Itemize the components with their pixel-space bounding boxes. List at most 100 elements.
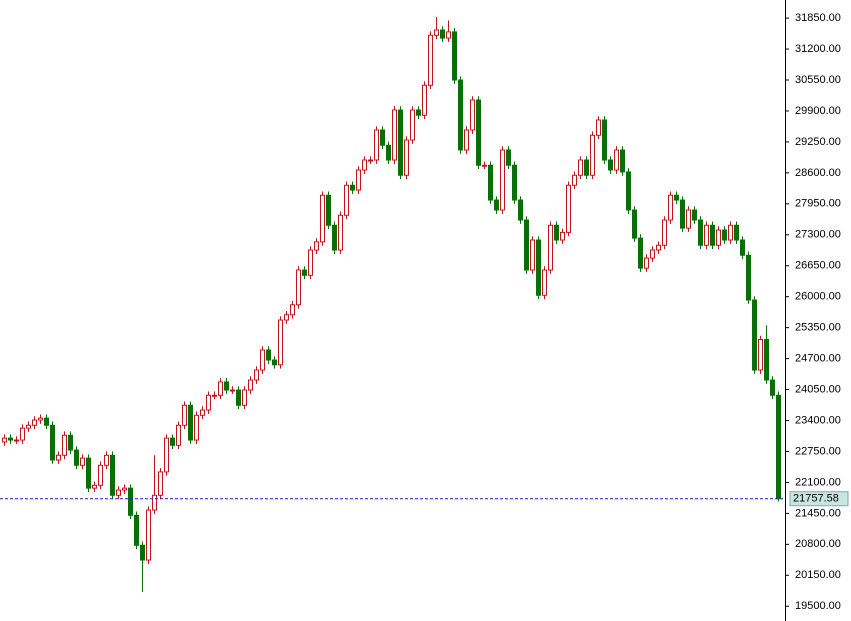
candle-body xyxy=(764,339,769,381)
candle-body xyxy=(368,159,373,162)
candle-body xyxy=(572,174,577,186)
candle-body xyxy=(20,427,25,441)
candle-body xyxy=(14,439,19,442)
y-tick-label: 24700.00 xyxy=(795,353,841,365)
candle-body xyxy=(74,449,79,466)
candle-body xyxy=(452,31,457,81)
candle-body xyxy=(446,31,451,39)
candle-body xyxy=(500,149,505,211)
candle-body xyxy=(560,231,565,241)
candle-body xyxy=(266,349,271,361)
candle-body xyxy=(584,159,589,176)
candle-body xyxy=(548,224,553,271)
candle-body xyxy=(236,389,241,406)
y-tick-label: 31850.00 xyxy=(795,12,841,24)
candle-body xyxy=(428,34,433,86)
candle-body xyxy=(656,244,661,251)
candle-body xyxy=(224,381,229,391)
candle-body xyxy=(590,134,595,176)
candle-body xyxy=(674,194,679,201)
candle-body xyxy=(296,269,301,306)
candle-body xyxy=(608,159,613,171)
candle-body xyxy=(422,84,427,116)
candle-body xyxy=(704,224,709,246)
candle-body xyxy=(80,457,85,466)
candle-body xyxy=(218,381,223,396)
y-tick-label: 26650.00 xyxy=(795,260,841,272)
candle-body xyxy=(230,389,235,392)
candle-body xyxy=(134,514,139,546)
candle-body xyxy=(206,394,211,411)
last-price-label: 21757.58 xyxy=(793,493,839,505)
candle-body xyxy=(146,509,151,561)
candle-body xyxy=(332,224,337,251)
candle-body xyxy=(602,119,607,161)
candle-body xyxy=(638,237,643,269)
candle-body xyxy=(2,437,7,443)
last-price-box xyxy=(789,491,849,507)
candle-body xyxy=(440,29,445,39)
candle-body xyxy=(140,544,145,561)
candle-body xyxy=(188,404,193,441)
candle-body xyxy=(26,424,31,429)
candle-body xyxy=(86,457,91,489)
candle-body xyxy=(752,299,757,371)
y-tick-label: 29900.00 xyxy=(795,105,841,117)
candle-body xyxy=(386,144,391,161)
y-tick-label: 31200.00 xyxy=(795,43,841,55)
candle-body xyxy=(344,184,349,216)
y-tick-label: 24050.00 xyxy=(795,383,841,395)
candle-body xyxy=(686,209,691,229)
candle-body xyxy=(56,454,61,461)
candle-body xyxy=(194,414,199,441)
candle-body xyxy=(8,437,13,441)
candle-body xyxy=(566,184,571,233)
candle-body xyxy=(728,224,733,241)
candle-body xyxy=(392,109,397,161)
candle-body xyxy=(716,229,721,246)
candle-body xyxy=(578,159,583,176)
candle-body xyxy=(116,489,121,496)
candle-body xyxy=(182,404,187,426)
candle-body xyxy=(68,434,73,451)
candle-body xyxy=(470,99,475,131)
candle-body xyxy=(416,109,421,116)
candle-body xyxy=(260,349,265,371)
candle-body xyxy=(38,417,43,421)
candle-body xyxy=(614,149,619,171)
candle-body xyxy=(740,239,745,256)
candle-body xyxy=(662,219,667,246)
candle-body xyxy=(278,319,283,366)
candle-body xyxy=(314,241,319,251)
candle-body xyxy=(746,254,751,301)
candle-body xyxy=(110,454,115,496)
y-tick-label: 27950.00 xyxy=(795,198,841,210)
candle-body xyxy=(254,369,259,381)
y-tick-label: 19500.00 xyxy=(795,600,841,612)
y-tick-label: 22100.00 xyxy=(795,476,841,488)
candle-body xyxy=(404,139,409,176)
candle-body xyxy=(128,487,133,516)
candle-body xyxy=(284,314,289,321)
candle-body xyxy=(692,209,697,221)
candle-body xyxy=(434,29,439,36)
candle-body xyxy=(62,434,67,456)
candle-body xyxy=(524,219,529,271)
y-tick-label: 30550.00 xyxy=(795,74,841,86)
candle-body xyxy=(734,224,739,241)
candle-body xyxy=(512,164,517,201)
candle-body xyxy=(92,484,97,489)
y-tick-label: 27300.00 xyxy=(795,229,841,241)
candle-body xyxy=(722,229,727,241)
candle-body xyxy=(374,129,379,161)
candle-body xyxy=(272,359,277,366)
candle-body xyxy=(458,79,463,151)
candle-body xyxy=(710,224,715,246)
candle-body xyxy=(776,394,781,500)
candle-body xyxy=(302,269,307,276)
candle-body xyxy=(98,464,103,486)
candle-body xyxy=(362,159,367,171)
y-tick-label: 25350.00 xyxy=(795,322,841,334)
candle-body xyxy=(596,119,601,136)
